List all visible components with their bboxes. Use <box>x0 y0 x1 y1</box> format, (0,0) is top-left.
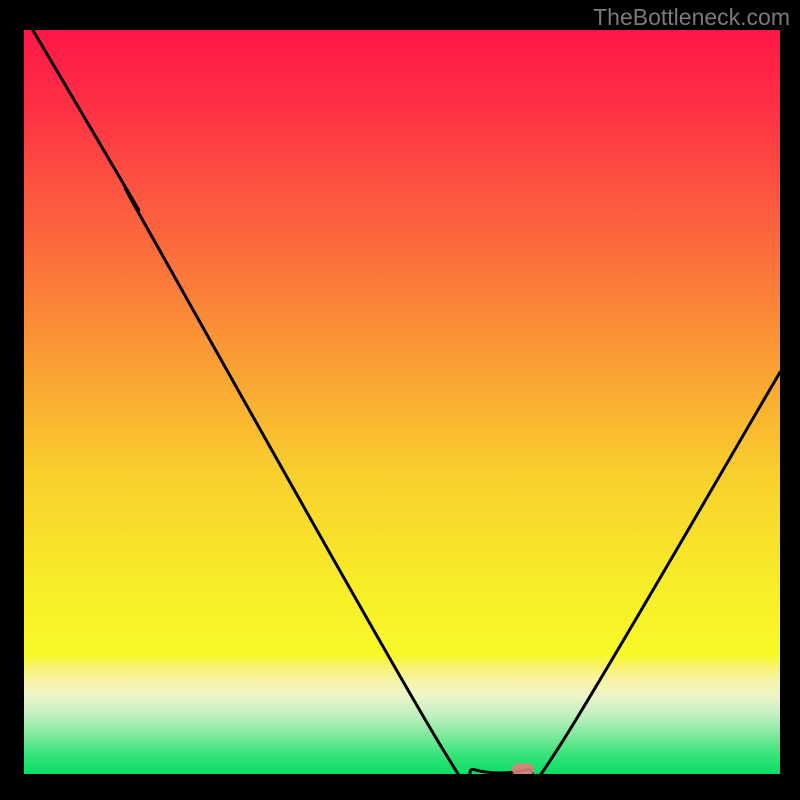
optimal-point-marker <box>512 764 534 774</box>
watermark-text: TheBottleneck.com <box>593 4 790 31</box>
gradient-background <box>24 30 780 774</box>
chart-svg <box>24 30 780 774</box>
chart-plot-area <box>24 30 780 774</box>
